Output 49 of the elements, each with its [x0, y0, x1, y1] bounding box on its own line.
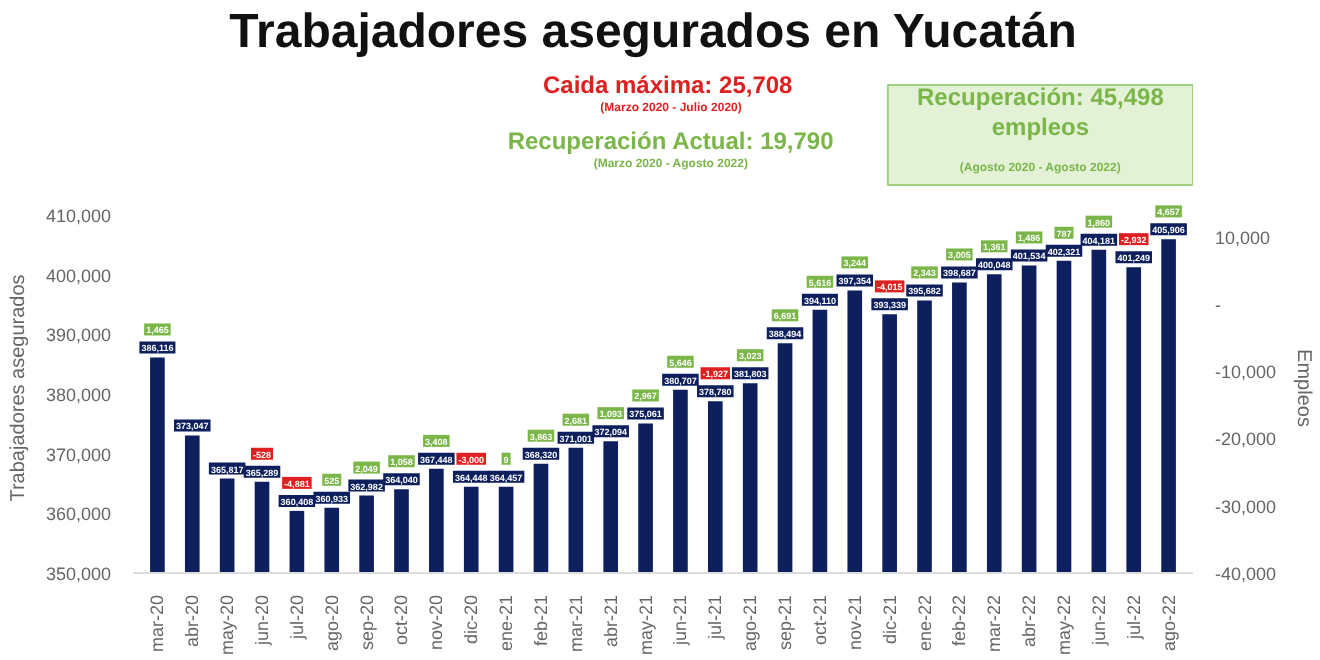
y-tick-label: 350,000	[45, 564, 112, 584]
x-tick-label: mar-20	[147, 594, 168, 653]
y2-tick-label: -20,000	[1215, 429, 1277, 450]
chart-title: Trabajadores asegurados en Yucatán	[229, 5, 1077, 59]
y-tick-label: 390,000	[45, 325, 112, 346]
x-tick-label: abr-21	[600, 595, 621, 648]
y-tick-label: 370,000	[45, 444, 112, 465]
x-tick-label: dic-21	[879, 594, 900, 645]
x-tick-label: jun-20	[252, 594, 273, 648]
y-tick-label: 380,000	[45, 384, 112, 405]
x-tick-label: oct-20	[391, 595, 412, 646]
y2-tick-label: -30,000	[1215, 496, 1277, 517]
x-tick-label: jul-21	[705, 594, 726, 642]
text: Recuperación: 45,498 empleos	[917, 83, 1165, 141]
y2-tick-label: -	[1215, 294, 1221, 315]
y-axis-title: Trabajadores asegurados	[7, 274, 30, 502]
x-tick-label: jun-22	[1088, 594, 1109, 648]
x-tick-label: nov-20	[426, 594, 447, 651]
x-tick-label: jul-20	[286, 594, 307, 642]
x-tick-label: abr-20	[182, 595, 203, 648]
y-tick-label: 400,000	[45, 265, 112, 286]
x-tick-label: may-22	[1053, 594, 1074, 656]
x-tick-label: ago-22	[1158, 594, 1179, 652]
x-tick-label: feb-21	[530, 594, 551, 647]
x-tick-label: oct-21	[809, 595, 830, 646]
text: Caida máxima: 25,708	[542, 71, 794, 99]
x-tick-label: abr-22	[1019, 595, 1040, 648]
y2-tick-label: -10,000	[1215, 362, 1277, 383]
x-tick-label: ene-21	[496, 594, 517, 652]
x-tick-label: mar-21	[565, 594, 586, 653]
x-tick-label: sep-20	[356, 594, 377, 651]
x-tick-label: dic-20	[461, 594, 482, 645]
y-tick-label: 410,000	[45, 205, 112, 226]
x-tick-label: ene-22	[914, 594, 935, 652]
x-tick-label: ago-21	[740, 594, 761, 652]
x-tick-label: sep-21	[775, 594, 796, 651]
x-tick-label: may-21	[635, 594, 656, 656]
y2-axis-title: Empleos	[1292, 349, 1315, 427]
y2-tick-label: -40,000	[1215, 564, 1277, 584]
x-tick-label: may-20	[217, 594, 238, 656]
x-tick-label: mar-22	[984, 594, 1005, 653]
text: Recuperación Actual: 19,790	[507, 127, 835, 155]
y2-tick-label: 10,000	[1215, 227, 1271, 248]
x-tick-label: ago-20	[321, 594, 342, 652]
x-tick-label: feb-22	[949, 594, 970, 647]
x-tick-label: jul-22	[1123, 594, 1144, 642]
y-tick-label: 360,000	[45, 504, 112, 525]
x-tick-label: jun-21	[670, 594, 691, 648]
x-tick-label: nov-21	[844, 594, 865, 651]
